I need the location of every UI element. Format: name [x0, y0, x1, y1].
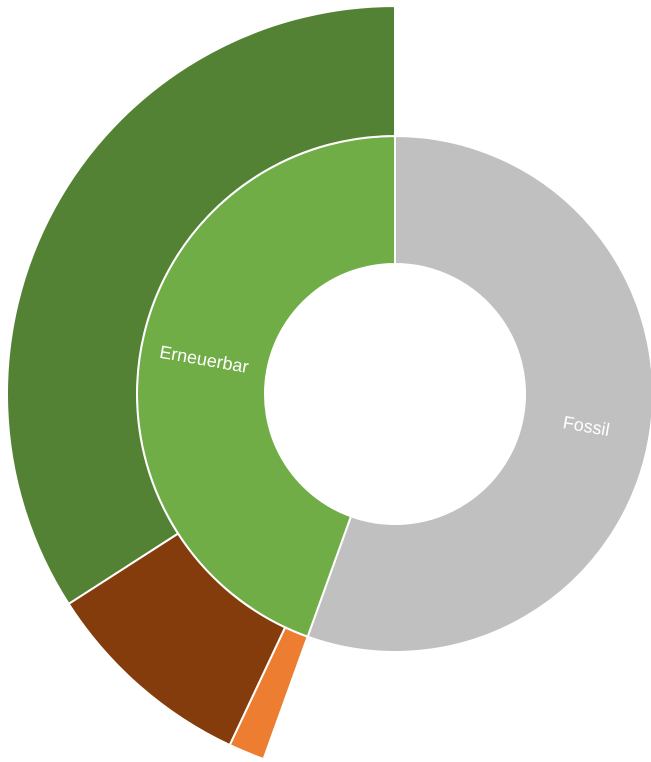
- outer-slice-3: [228, 626, 309, 761]
- inner-ring: [136, 134, 651, 653]
- inner-slice-fossil: [306, 134, 651, 653]
- outer-slice-1: [6, 4, 396, 606]
- outer-ring: [6, 4, 396, 761]
- outer-slice-2: [67, 532, 287, 747]
